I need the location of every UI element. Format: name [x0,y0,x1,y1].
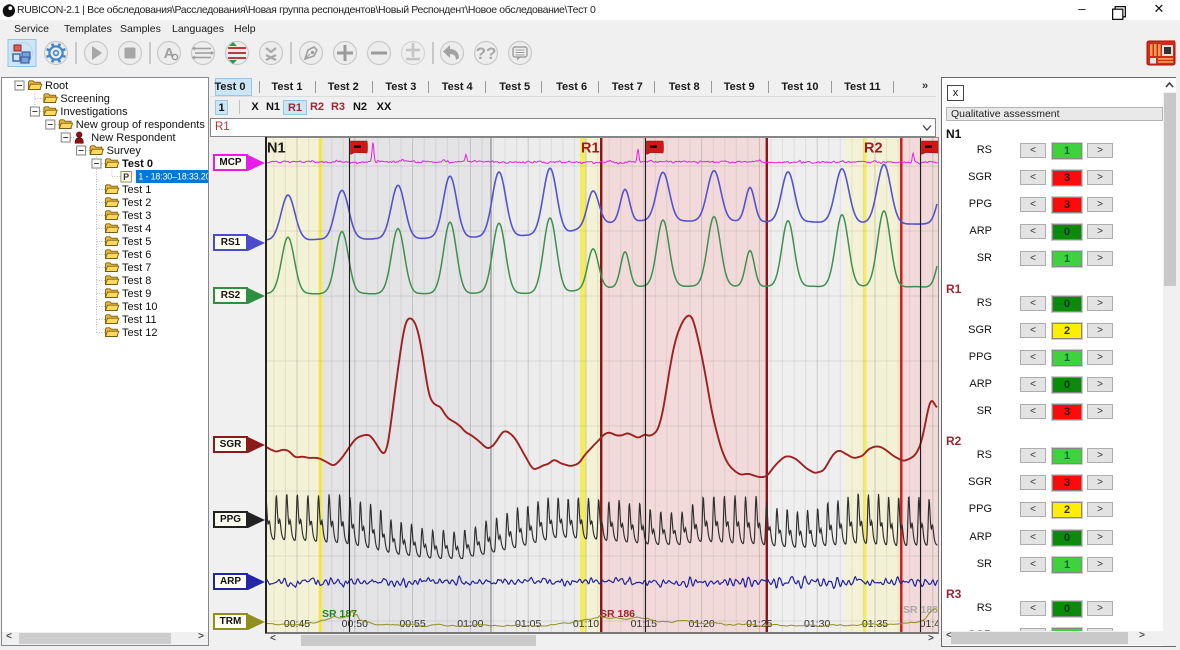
svg-text:1 - 18:30–18:33.20: 1 - 18:30–18:33.20 [138,172,208,182]
svg-text:New Respondent: New Respondent [91,132,175,144]
svg-text:Test 7: Test 7 [122,262,151,274]
svg-text:R2: R2 [864,141,883,157]
svg-text:01:05: 01:05 [515,618,541,630]
svg-text:Test 9: Test 9 [122,288,151,300]
svg-text:01:25: 01:25 [746,618,772,630]
svg-text:SR 187: SR 187 [322,608,357,620]
svg-text:New group of respondents: New group of respondents [76,119,206,131]
svg-text:Test 0: Test 0 [122,158,153,170]
svg-text:Test 11: Test 11 [122,314,157,326]
svg-text:Screening: Screening [60,93,110,105]
svg-text:Test 3: Test 3 [122,210,151,222]
svg-text:Test 12: Test 12 [122,327,157,339]
svg-text:00:45: 00:45 [284,618,310,630]
svg-text:Test 10: Test 10 [122,301,157,313]
svg-text:Root: Root [45,80,68,92]
svg-text:01:20: 01:20 [688,618,714,630]
svg-text:R1: R1 [581,141,600,157]
svg-text:01:15: 01:15 [631,618,657,630]
svg-text:A: A [164,45,175,62]
svg-text:Test 5: Test 5 [122,236,151,248]
svg-text:??: ?? [476,44,497,63]
svg-text:01:40: 01:40 [920,618,938,630]
svg-text:Test 1: Test 1 [122,184,151,196]
svg-text:Test 2: Test 2 [122,197,151,209]
svg-text:N1: N1 [267,141,286,157]
svg-text:SR 186: SR 186 [600,608,635,620]
svg-text:Test 6: Test 6 [122,249,151,261]
svg-text:Investigations: Investigations [60,106,128,118]
svg-text:Test 4: Test 4 [122,223,151,235]
svg-text:01:30: 01:30 [804,618,830,630]
svg-text:Survey: Survey [107,145,142,157]
svg-text:Test 8: Test 8 [122,275,151,287]
svg-text:01:00: 01:00 [457,618,483,630]
